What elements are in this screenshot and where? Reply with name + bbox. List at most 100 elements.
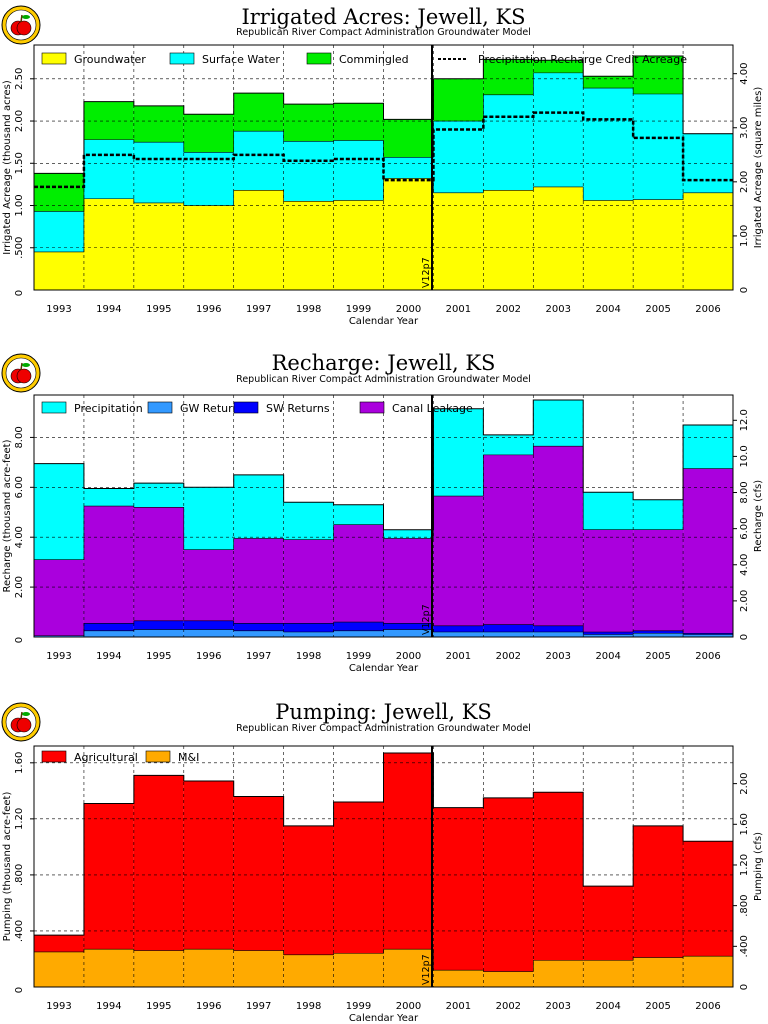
apple-stem	[20, 711, 23, 720]
y2-axis-label: Irrigated Acreage (square miles)	[753, 87, 764, 249]
bar-segment	[533, 792, 584, 961]
bar-segment	[533, 72, 584, 187]
bar-segment	[583, 529, 634, 633]
y2-tick-label: 6.00	[739, 518, 750, 540]
x-tick-label: 1994	[96, 1001, 121, 1012]
x-tick-label: 2005	[645, 1001, 670, 1012]
bar-segment	[483, 59, 534, 95]
series-canal-leakage	[34, 446, 733, 636]
plot-frame	[33, 745, 734, 988]
bar-segment	[83, 488, 134, 507]
bar-segment	[133, 202, 184, 290]
x-tick-label: 2003	[546, 304, 571, 315]
bar-segment	[283, 954, 334, 987]
bar-segment	[533, 632, 584, 637]
x-axis-label: Calendar Year	[349, 663, 419, 674]
y2-tick-label: 2.00	[739, 171, 750, 193]
x-tick-label: 1998	[296, 651, 321, 662]
bar-segment	[133, 142, 184, 203]
bar-segment	[383, 753, 434, 950]
bar-segment	[233, 131, 284, 191]
legend-label: Surface Water	[202, 53, 280, 66]
x-tick-label: 1994	[96, 304, 121, 315]
series-precipitation	[34, 399, 733, 560]
bar-segment	[34, 951, 84, 987]
y-tick-label: 2.00	[14, 110, 25, 132]
bar-segment	[133, 950, 184, 987]
bar-segment	[34, 251, 84, 290]
x-axis: 1993 1994 1995 1996 1997 1998 1999 2000 2001 2002…	[46, 304, 721, 315]
bar-segment	[633, 94, 684, 200]
x-tick-label: 1995	[146, 651, 171, 662]
bar-segment	[483, 94, 534, 191]
x-tick-label: 2003	[546, 1001, 571, 1012]
bar-segment	[333, 200, 384, 290]
bar-segment	[283, 623, 334, 633]
bar-segment	[633, 499, 684, 530]
bar-segment	[34, 463, 84, 560]
y-axis-left: 0 .500 1.00 1.50 2.00 2.50	[14, 68, 34, 296]
y2-tick-label: 2.00	[739, 772, 750, 794]
bar-segment	[83, 630, 134, 637]
series-gw-returns	[34, 629, 733, 637]
y2-tick-label: .800	[739, 895, 750, 917]
bar-segment	[283, 632, 334, 637]
bar-segment	[233, 538, 284, 624]
x-axis: 1993 1994 1995 1996 1997 1998 1999 2000 2001 2002…	[46, 1001, 721, 1012]
bar-segment	[83, 949, 134, 987]
bar-segment	[333, 140, 384, 201]
bar-segment	[183, 620, 234, 630]
bar-segment	[583, 492, 634, 530]
bar-segment	[383, 178, 434, 290]
x-tick-label: 2003	[546, 651, 571, 662]
y2-axis-label: Pumping (cfs)	[753, 832, 764, 901]
bar-segment	[433, 121, 484, 193]
bar-segment	[283, 825, 334, 955]
y-tick-label: .800	[14, 864, 25, 886]
y2-tick-label: 12.0	[739, 409, 750, 431]
bar-segment	[34, 935, 84, 952]
x-tick-label: 1995	[146, 304, 171, 315]
bar-segment	[83, 623, 134, 631]
bar-segment	[433, 496, 484, 626]
apple-right	[16, 20, 32, 36]
x-tick-label: 1997	[246, 304, 271, 315]
chart-title: Recharge: Jewell, KS	[272, 351, 496, 375]
bar-segment	[533, 186, 584, 290]
bar-segment	[283, 502, 334, 540]
bar-segment	[183, 949, 234, 987]
bar-segment	[583, 634, 634, 637]
y-tick-label: 2.00	[14, 576, 25, 598]
legend-swatch	[41, 401, 67, 414]
bar-segment	[233, 796, 284, 951]
y2-axis-label: Recharge (cfs)	[753, 480, 764, 552]
bar-segment	[183, 549, 234, 621]
legend-swatch	[169, 52, 195, 65]
x-tick-label: 2005	[645, 304, 670, 315]
bar-segment	[683, 424, 733, 469]
bar-segment	[683, 956, 733, 987]
apple-stem	[20, 14, 23, 23]
x-tick-label: 2000	[396, 651, 421, 662]
legend-swatch	[233, 401, 259, 414]
bar-segment	[483, 624, 534, 633]
legend-label: Canal Leakage	[392, 402, 473, 415]
legend: Precipitation GW Returns SW Returns Canal L…	[41, 401, 473, 415]
bar-segment	[583, 960, 634, 987]
y2-tick-label: 0	[739, 984, 750, 990]
y-tick-label: 4.00	[14, 526, 25, 548]
y-axis-right: 0 1.00 2.00 3.00 4.00	[733, 63, 750, 293]
bar-segment	[583, 88, 634, 201]
legend-label: Precipitation Recharge Credit Acreage	[478, 53, 687, 66]
x-tick-label: 2006	[695, 1001, 720, 1012]
x-tick-label: 1999	[346, 1001, 371, 1012]
apple-logo-icon	[1, 353, 41, 393]
bar-segment	[383, 119, 434, 158]
legend-label: Commingled	[339, 53, 409, 66]
legend-swatch	[41, 750, 67, 763]
bar-segment	[383, 157, 434, 179]
bar-segment	[333, 802, 384, 954]
bar-segment	[633, 633, 684, 637]
x-tick-label: 2000	[396, 1001, 421, 1012]
